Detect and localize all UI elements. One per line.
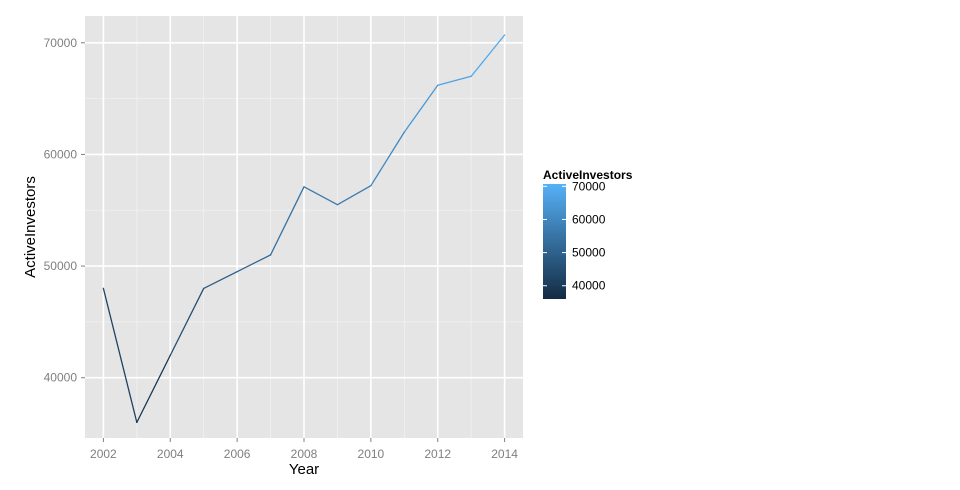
x-tick-label: 2010 [358,447,385,461]
series-line-segment [437,75,472,86]
x-tick-label: 2004 [157,447,184,461]
legend-tick-label: 40000 [572,279,606,293]
minor-gridlines [85,16,523,438]
legend: ActiveInvestors 40000 50000 60000 70000 [543,168,633,299]
y-axis-ticks: 40000 50000 60000 70000 [44,36,85,385]
y-tick-label: 50000 [44,259,78,273]
data-point [437,84,439,86]
data-point [236,271,238,273]
y-tick-label: 60000 [44,147,78,161]
data-point [336,204,339,206]
legend-ticks: 40000 50000 60000 70000 [543,179,606,293]
x-tick-label: 2006 [224,447,251,461]
data-point [169,354,171,356]
y-axis-title: ActiveInvestors [22,176,39,278]
series-line-segment [336,185,372,206]
x-tick-label: 2014 [491,447,518,461]
series-layer [102,34,506,424]
data-point [403,131,405,133]
x-tick-label: 2002 [90,447,117,461]
x-tick-label: 2008 [291,447,318,461]
major-gridlines [85,16,523,438]
data-point [470,75,472,77]
legend-tick-label: 60000 [572,212,606,226]
legend-title: ActiveInvestors [543,168,633,182]
y-tick-label: 70000 [44,36,78,50]
x-tick-label: 2012 [424,447,451,461]
x-axis-ticks: 2002 2004 2006 2008 2010 2012 2014 [90,438,518,461]
series-line-segment [102,287,138,424]
data-point [203,287,205,290]
data-point [102,287,104,290]
legend-tick-label: 70000 [572,179,606,193]
x-axis-title: Year [289,461,319,478]
legend-colorbar [543,184,566,299]
data-point [269,254,272,256]
series-line-segment [169,287,205,357]
legend-tick-label: 50000 [572,246,606,260]
series-line-segment [236,254,272,273]
y-tick-label: 40000 [44,371,78,385]
data-point [136,421,138,423]
data-point [504,34,506,36]
series-line-segment [269,186,305,256]
series-line-segment [303,186,339,206]
series-line-segment [203,271,238,290]
data-point [370,185,372,187]
data-point [303,186,305,188]
series-line-segment [136,354,171,424]
series-line-segment [470,34,506,77]
series-line-segment [403,84,439,133]
series-line-segment [370,131,405,187]
